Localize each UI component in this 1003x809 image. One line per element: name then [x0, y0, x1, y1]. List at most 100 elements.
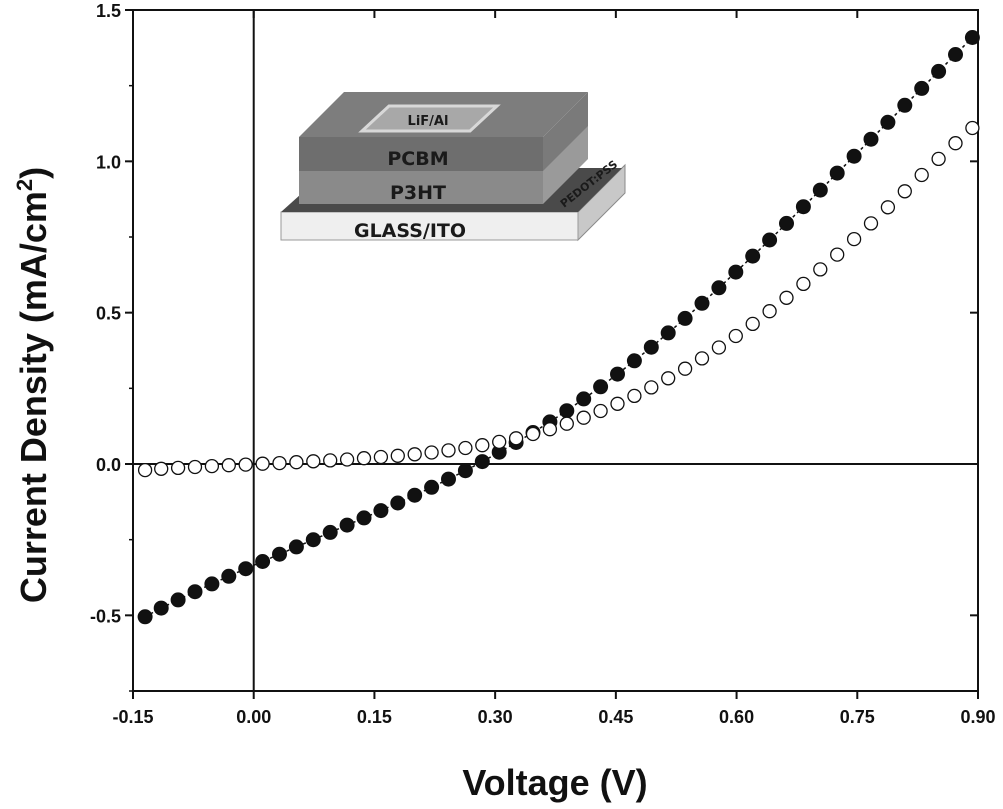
filled-data-point — [474, 454, 490, 470]
series-filled-circles — [137, 30, 980, 625]
series-open-circles — [137, 120, 980, 478]
y-axis-title: Current Density (mA/cm2) — [12, 167, 54, 603]
filled-data-point — [457, 463, 473, 479]
open-data-point — [880, 200, 896, 215]
open-data-point — [779, 290, 794, 305]
pcbm-side — [543, 92, 588, 171]
open-data-point — [593, 403, 608, 419]
filled-data-point — [711, 280, 727, 296]
pcbm-layer — [299, 137, 543, 171]
filled-data-point — [829, 165, 845, 181]
open-data-point — [542, 422, 558, 437]
y-tick-labels: -0.5 0.0 0.5 1.0 1.5 — [90, 1, 121, 626]
open-data-point — [661, 371, 676, 386]
open-data-point — [762, 304, 777, 319]
filled-data-point — [204, 576, 220, 592]
open-data-point — [677, 361, 693, 376]
open-data-point — [441, 443, 456, 458]
open-data-point — [846, 231, 862, 247]
open-data-point — [610, 396, 625, 411]
x-tick-label: -0.15 — [112, 707, 153, 727]
filled-data-point — [643, 339, 659, 355]
open-data-point — [289, 455, 304, 470]
open-data-point — [508, 431, 524, 446]
open-data-point — [644, 380, 659, 395]
filled-data-point — [812, 182, 828, 198]
filled-data-point — [863, 131, 879, 147]
glass-ito-label: GLASS/ITO — [354, 220, 466, 242]
open-data-point — [238, 457, 253, 472]
filled-data-point — [897, 97, 913, 113]
open-data-point — [475, 438, 490, 453]
filled-data-point — [407, 487, 423, 503]
open-data-point — [914, 167, 929, 183]
filled-data-point — [238, 561, 254, 577]
x-tick-label: 0.00 — [236, 707, 271, 727]
filled-data-point — [288, 539, 304, 555]
x-tick-label: 0.45 — [598, 707, 633, 727]
open-data-point — [627, 388, 642, 404]
filled-data-point — [728, 264, 744, 280]
p3ht-layer — [299, 170, 543, 204]
filled-data-point — [390, 495, 406, 511]
y-tick-label: -0.5 — [90, 606, 121, 626]
p3ht-side — [543, 125, 588, 204]
axis-ticks — [125, 9, 979, 699]
pcbm-label: PCBM — [387, 148, 448, 170]
open-data-point — [458, 440, 473, 456]
filled-data-point — [424, 479, 440, 495]
open-data-point — [137, 462, 153, 478]
open-data-point — [407, 447, 422, 462]
x-tick-label: 0.90 — [960, 707, 995, 727]
lif-al-label: LiF/Al — [408, 114, 449, 129]
open-data-point — [863, 216, 879, 231]
filled-data-point — [373, 503, 389, 519]
open-data-point — [948, 136, 963, 151]
open-data-point — [897, 184, 912, 199]
open-data-point — [931, 151, 946, 167]
filled-data-point — [745, 248, 761, 264]
filled-data-point — [356, 510, 372, 526]
open-data-point — [221, 458, 236, 473]
open-data-point — [339, 452, 355, 467]
open-data-point — [965, 120, 980, 136]
filled-data-point — [964, 30, 980, 45]
filled-data-point — [322, 524, 338, 540]
glass-ito-layer — [280, 211, 579, 241]
y-tick-label: 0.5 — [96, 304, 121, 324]
open-data-point — [204, 458, 220, 474]
y-tick-label: 1.0 — [96, 152, 121, 172]
filled-data-point — [779, 215, 794, 231]
filled-data-point — [762, 232, 778, 248]
filled-data-point — [272, 546, 287, 562]
open-data-point — [272, 455, 287, 471]
device-structure-inset: GLASS/ITO PEDOT:PSS P3HT PCBM LiF/Al — [280, 92, 626, 242]
filled-data-point — [153, 600, 169, 616]
filled-data-point — [305, 532, 321, 548]
filled-data-point — [170, 592, 186, 608]
filled-data-point — [441, 471, 456, 487]
plot-frame — [132, 9, 979, 692]
filled-data-point — [846, 148, 862, 164]
x-tick-label: 0.30 — [478, 707, 513, 727]
open-data-point — [323, 453, 338, 468]
lif-al-electrode — [358, 104, 501, 133]
filled-data-point — [610, 366, 625, 382]
open-data-point — [728, 328, 743, 344]
filled-data-point — [255, 554, 271, 569]
open-data-point — [694, 351, 710, 366]
x-tick-label: 0.75 — [840, 707, 875, 727]
y-tick-label: 0.0 — [96, 455, 121, 475]
y-tick-label: 1.5 — [96, 1, 121, 21]
open-data-point — [390, 448, 405, 463]
open-data-point — [255, 456, 270, 471]
p3ht-label: P3HT — [390, 182, 446, 204]
x-tick-label: 0.15 — [357, 707, 392, 727]
filled-data-point — [221, 568, 237, 584]
y-axis-title-close: ) — [13, 167, 54, 179]
open-data-point — [492, 434, 507, 450]
y-axis-title-main: Current Density (mA/cm — [13, 191, 54, 603]
open-data-point — [154, 461, 169, 476]
